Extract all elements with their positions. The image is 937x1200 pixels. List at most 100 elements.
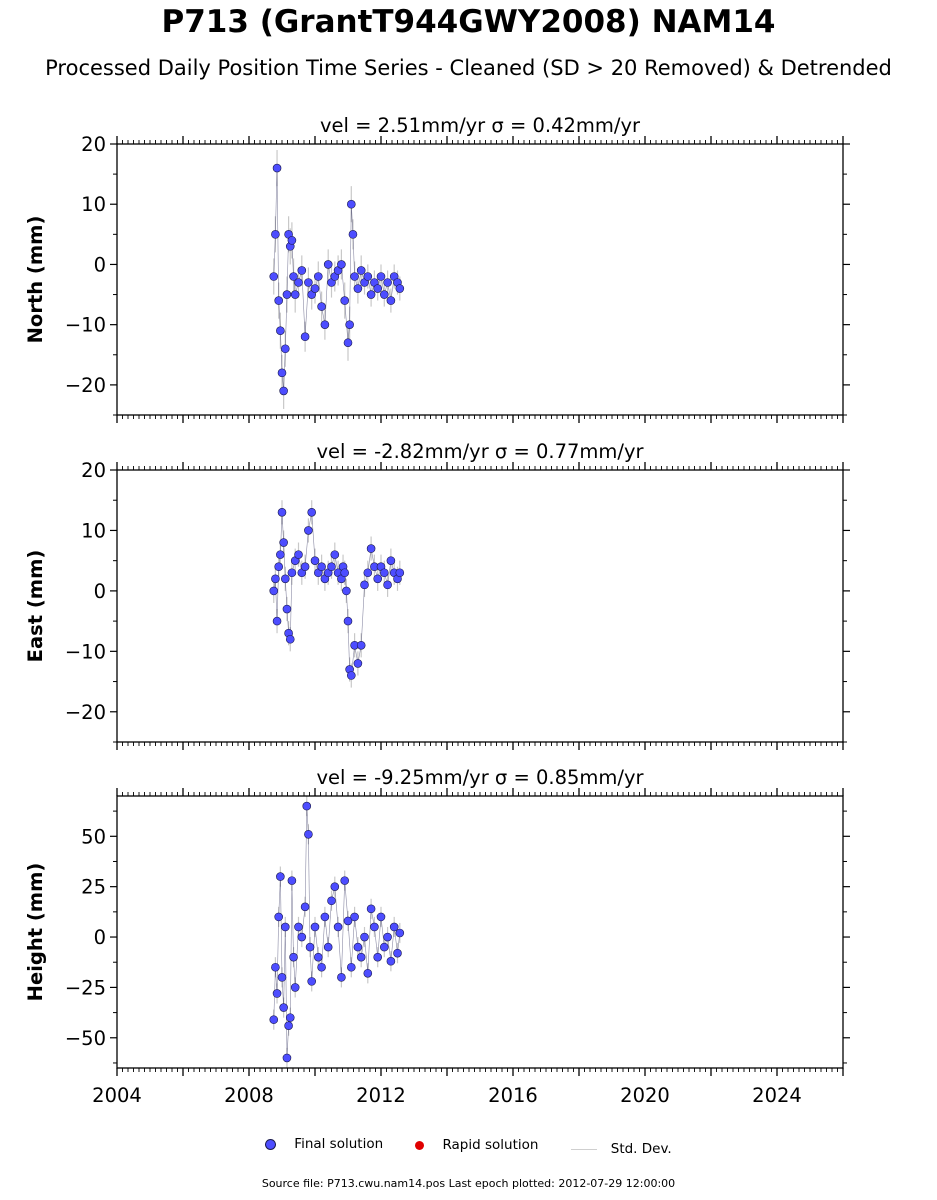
north-data-point: [353, 284, 363, 293]
x-tick-label: 2004: [92, 1084, 142, 1107]
height-data-point: [350, 912, 359, 922]
north-data-point: [379, 290, 389, 299]
north-data-point: [274, 296, 284, 305]
north-data-point: [386, 296, 396, 305]
north-data-point: [310, 284, 320, 293]
height-data-point: [289, 952, 298, 962]
height-data-point: [285, 1013, 295, 1022]
north-data-point: [348, 230, 358, 239]
north-y-tick-label: 10: [81, 193, 106, 216]
height-data-point: [360, 932, 369, 942]
height-data-point: [389, 922, 399, 932]
height-data-point: [320, 912, 330, 922]
height-plot-frame: [116, 795, 844, 1069]
height-data-point: [297, 932, 307, 942]
north-data-point: [272, 163, 282, 173]
east-data-point: [366, 544, 376, 553]
height-y-tick-label: 0: [94, 926, 106, 949]
north-data-point: [313, 272, 323, 281]
height-data-point: [317, 962, 326, 972]
east-data-point: [274, 562, 284, 572]
legend-rapid: Rapid solution: [415, 1137, 538, 1153]
north-data-point: [280, 344, 290, 354]
east-data-point: [277, 508, 287, 517]
north-data-point: [271, 230, 280, 239]
height-data-point: [337, 973, 346, 982]
legend-std-marker: [570, 1148, 597, 1150]
north-data-point: [345, 320, 354, 329]
height-data-point: [386, 956, 396, 966]
north-data-point: [376, 272, 386, 281]
north-data-point: [383, 278, 392, 287]
height-data-point: [353, 942, 363, 952]
east-data-point: [280, 574, 290, 584]
x-tick-label: 2012: [356, 1084, 406, 1107]
height-data-point: [271, 962, 280, 972]
east-data-point: [279, 538, 288, 547]
height-data-point: [379, 942, 389, 952]
x-tick-label: 2024: [752, 1084, 802, 1107]
legend-final-label: Final solution: [294, 1136, 384, 1152]
height-data-point: [269, 1015, 279, 1024]
east-data-point: [379, 568, 389, 578]
height-data-point: [279, 1003, 288, 1012]
legend-final-marker: [265, 1138, 277, 1150]
legend-rapid-marker: [415, 1140, 425, 1150]
legend: Final solution Rapid solution Std. Dev.: [0, 1136, 937, 1157]
north-data-point: [340, 296, 350, 305]
east-data-point: [340, 568, 350, 578]
height-y-axis-label: Height (mm): [24, 863, 47, 1002]
height-y-tick-label: 25: [81, 876, 106, 899]
height-data-point: [383, 932, 392, 942]
legend-std-label: Std. Dev.: [610, 1141, 672, 1157]
north-data-point: [323, 260, 333, 269]
north-data-point: [300, 332, 310, 342]
east-data-point: [353, 659, 363, 668]
east-y-tick-label: 0: [94, 580, 106, 603]
height-data-point: [366, 904, 376, 914]
east-plot-frame: [116, 469, 844, 743]
east-data-point: [346, 671, 356, 680]
north-data-point: [350, 272, 359, 281]
east-series-trace: [273, 512, 401, 676]
height-data-point: [373, 952, 383, 962]
east-data-point: [300, 562, 310, 572]
east-y-tick-label: −20: [65, 701, 106, 724]
north-data-point: [287, 236, 297, 245]
east-y-axis-label: East (mm): [24, 550, 47, 663]
height-data-point: [376, 912, 386, 922]
height-data-point: [370, 922, 379, 932]
north-data-point: [297, 266, 307, 275]
height-data-point: [305, 942, 315, 952]
height-panel-title: vel = -9.25mm/yr σ = 0.85mm/yr: [316, 766, 644, 789]
north-data-point: [363, 272, 373, 281]
north-data-point: [277, 368, 287, 378]
east-data-point: [317, 562, 326, 572]
east-data-point: [356, 640, 366, 650]
east-data-point: [307, 508, 317, 517]
height-data-point: [302, 801, 312, 811]
north-y-axis-label: North (mm): [24, 216, 47, 344]
north-data-point: [317, 302, 326, 311]
height-data-point: [393, 948, 402, 958]
north-y-tick-label: −20: [65, 374, 106, 397]
height-data-point: [363, 969, 373, 978]
height-data-point: [333, 922, 343, 932]
east-data-point: [269, 586, 279, 596]
north-data-point: [279, 386, 288, 396]
north-data-point: [337, 260, 346, 269]
chart-subtitle: Processed Daily Position Time Series - C…: [45, 56, 892, 80]
x-tick-label: 2008: [224, 1084, 274, 1107]
east-data-point: [276, 550, 285, 559]
north-data-point: [373, 284, 383, 293]
height-data-point: [304, 829, 313, 839]
height-data-point: [356, 952, 366, 962]
east-data-point: [327, 562, 336, 572]
legend-final: Final solution: [265, 1136, 383, 1152]
height-data-point: [294, 922, 303, 932]
north-data-point: [395, 284, 405, 293]
height-data-point: [346, 962, 356, 972]
east-y-tick-label: −10: [65, 640, 106, 663]
east-data-point: [287, 568, 297, 578]
